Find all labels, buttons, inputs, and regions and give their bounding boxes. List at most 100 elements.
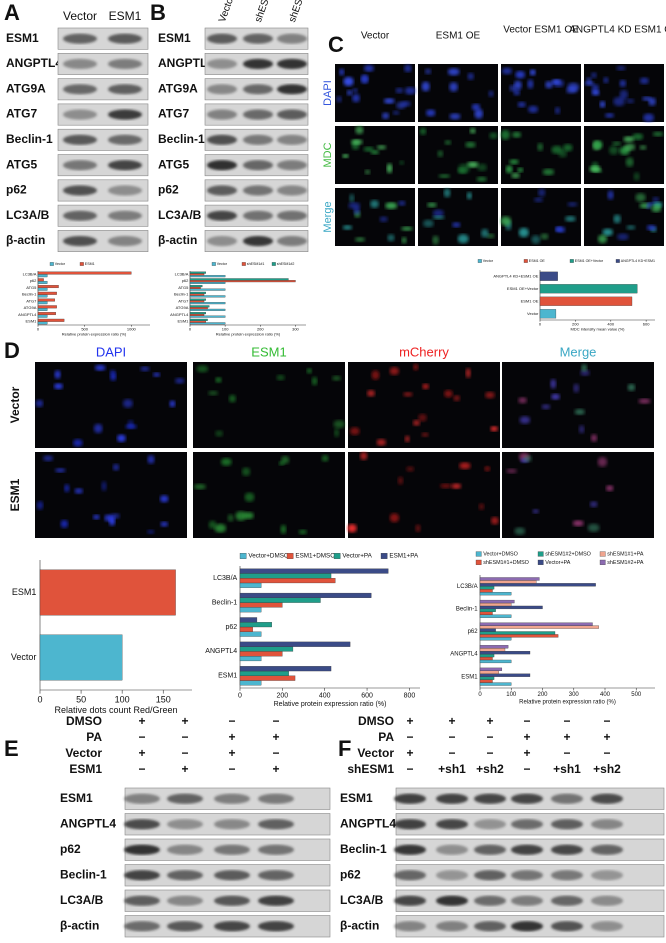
cell xyxy=(506,468,517,474)
cell xyxy=(64,484,70,493)
bar xyxy=(239,578,336,584)
legend-label: Vector xyxy=(483,259,494,263)
band xyxy=(207,84,237,95)
protein-label: ANGPTL4 xyxy=(60,816,116,830)
cell xyxy=(554,107,561,115)
legend-label: shESM1#1+DMSO xyxy=(483,560,529,566)
cell xyxy=(432,215,445,220)
bar xyxy=(479,628,496,632)
bar xyxy=(37,294,48,298)
bar xyxy=(37,301,48,305)
bar xyxy=(189,288,226,291)
cell xyxy=(580,369,590,376)
condition-mark: − xyxy=(448,730,455,744)
cell xyxy=(626,225,636,230)
x-tick-label: 0 xyxy=(37,694,42,704)
cell xyxy=(36,500,44,510)
band xyxy=(124,921,160,932)
category-label: Beclin-1 xyxy=(456,606,478,612)
cell xyxy=(633,172,640,181)
bar xyxy=(189,271,206,274)
condition-mark: − xyxy=(563,714,570,728)
legend-swatch xyxy=(79,262,84,266)
cell xyxy=(147,529,155,534)
band xyxy=(108,84,142,95)
cell xyxy=(529,69,536,76)
cell xyxy=(490,426,498,432)
cell xyxy=(403,392,413,397)
condition-mark: + xyxy=(272,762,279,776)
cell xyxy=(469,127,476,134)
protein-label: Beclin-1 xyxy=(60,867,107,881)
band xyxy=(474,819,506,830)
bar xyxy=(37,271,132,275)
cell xyxy=(355,125,364,135)
cell xyxy=(432,209,444,218)
x-tick-label: 800 xyxy=(404,693,416,700)
cell xyxy=(351,139,363,145)
cell xyxy=(386,163,393,174)
cell xyxy=(401,226,413,231)
cell xyxy=(518,397,527,404)
cell xyxy=(593,140,603,149)
cell xyxy=(590,72,597,79)
protein-label: p62 xyxy=(158,183,179,197)
category-label: p62 xyxy=(182,278,189,283)
cell xyxy=(370,200,379,208)
cell xyxy=(425,109,436,117)
band xyxy=(277,109,307,120)
condition-mark: − xyxy=(563,746,570,760)
bar xyxy=(189,286,201,289)
condition-mark: +sh1 xyxy=(438,762,466,776)
bar xyxy=(479,602,512,607)
bar xyxy=(239,607,262,613)
cell xyxy=(619,79,627,87)
condition-mark: + xyxy=(228,746,235,760)
bar xyxy=(479,580,537,584)
protein-label: ANGPTL4 xyxy=(340,816,396,830)
category-label: ESM1 xyxy=(461,674,478,680)
band xyxy=(591,895,623,906)
bar xyxy=(239,568,389,574)
lane-label: Vector xyxy=(63,9,97,23)
band xyxy=(551,844,583,855)
cell xyxy=(376,439,387,446)
category-label: ANGPTL4 KD+ESM1 OE xyxy=(493,273,538,278)
bar xyxy=(479,682,512,686)
cell xyxy=(567,202,578,207)
protein-label: β-actin xyxy=(60,918,99,932)
cell xyxy=(538,188,546,197)
bar xyxy=(479,631,556,635)
cell xyxy=(348,202,361,209)
band xyxy=(394,844,426,855)
condition-mark: +sh1 xyxy=(553,762,581,776)
condition-mark: + xyxy=(486,714,493,728)
band xyxy=(108,185,142,196)
band xyxy=(124,844,160,855)
cell xyxy=(574,409,585,415)
category-label: Beclin-1 xyxy=(22,292,37,297)
protein-label: β-actin xyxy=(6,233,45,247)
category-label: ESM1 xyxy=(218,673,237,680)
condition-mark: − xyxy=(181,746,188,760)
micro-image xyxy=(335,188,415,246)
micro-image xyxy=(502,362,654,448)
legend-label: Vector+PA xyxy=(545,560,571,566)
cell xyxy=(590,434,598,442)
condition-mark: + xyxy=(406,714,413,728)
band xyxy=(243,185,273,196)
condition-mark: − xyxy=(603,714,610,728)
category-label: ANGPTL4 xyxy=(18,312,37,317)
cell xyxy=(371,370,380,380)
band xyxy=(474,870,506,881)
band xyxy=(258,793,294,804)
cell xyxy=(500,129,511,140)
band xyxy=(214,819,250,830)
cell xyxy=(101,481,107,492)
band xyxy=(108,235,142,247)
x-tick-label: 0 xyxy=(189,326,192,331)
cell xyxy=(648,97,656,106)
band xyxy=(277,185,307,196)
condition-mark: + xyxy=(138,714,145,728)
bar xyxy=(479,637,512,641)
